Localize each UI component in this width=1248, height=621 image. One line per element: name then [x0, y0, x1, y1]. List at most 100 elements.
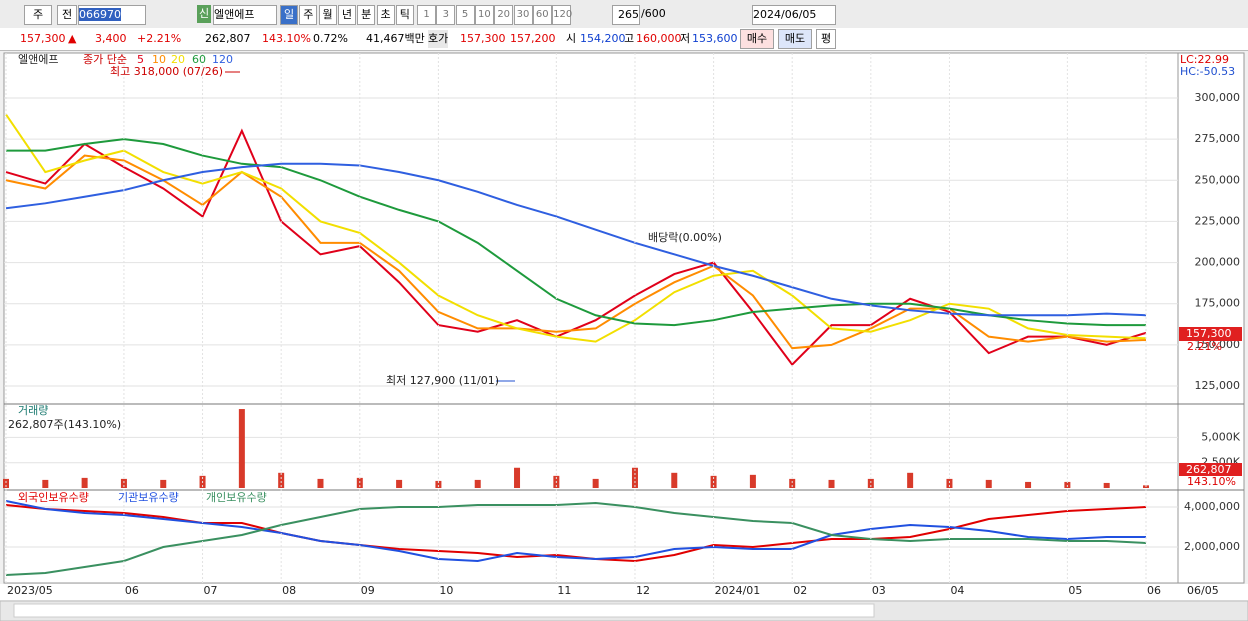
volume-bar: [278, 472, 285, 488]
high: 160,000: [636, 32, 682, 45]
bid: 157,200: [510, 32, 556, 45]
annotation: 143.10%: [1187, 475, 1236, 488]
y-tick-label: 225,000: [1195, 214, 1241, 227]
count[interactable]: 265: [612, 5, 640, 25]
minute-button[interactable]: 30: [513, 5, 533, 25]
buy-button[interactable]: 매수: [740, 29, 774, 49]
volume-pct: 143.10%: [262, 32, 311, 45]
volume-bar: [985, 479, 992, 488]
change-pct: +2.21%: [137, 32, 182, 45]
volume-bar: [120, 478, 127, 488]
x-tick-label: 07: [204, 584, 218, 597]
sell-button[interactable]: 매도: [778, 29, 812, 49]
series-line: [5, 113, 1147, 343]
volume-bar: [514, 467, 521, 488]
price: 157,300: [20, 32, 66, 45]
badge: 신: [197, 5, 211, 23]
interval-button[interactable]: 초: [376, 5, 395, 25]
open-label: 시: [566, 32, 577, 45]
volume-bar: [1103, 482, 1110, 488]
code-input[interactable]: 066970: [78, 5, 146, 25]
legend-entry: 5: [137, 53, 144, 66]
x-tick-label: 06: [125, 584, 139, 597]
annotation: 157,300: [1186, 327, 1232, 340]
x-tick-label: 05: [1068, 584, 1082, 597]
quote-bar: [0, 28, 1248, 51]
legend-entry: 외국인보유수량: [18, 491, 89, 504]
legend-entry: 60: [192, 53, 206, 66]
scroll-track[interactable]: [13, 603, 875, 618]
volume: 262,807: [205, 32, 251, 45]
interval-button[interactable]: 월: [318, 5, 337, 25]
period-select[interactable]: 주: [24, 5, 52, 25]
annotation: 최고 318,000 (07/26): [110, 65, 223, 78]
volume-bar: [1025, 481, 1032, 488]
minute-button[interactable]: 120: [552, 5, 572, 25]
volume-bar: [1064, 481, 1071, 488]
x-axis-area: [0, 584, 1248, 600]
y-tick-label: 2,000,000: [1184, 540, 1240, 553]
avg-button[interactable]: 평: [816, 29, 836, 49]
annotation: 2.21%: [1187, 340, 1222, 353]
minute-button[interactable]: 60: [532, 5, 552, 25]
minute-button[interactable]: 20: [494, 5, 514, 25]
date-input[interactable]: 2024/06/05: [752, 5, 836, 25]
volume-bar: [671, 472, 678, 488]
price-tag: [1179, 327, 1242, 341]
volume-bar: [749, 474, 756, 488]
interval-button[interactable]: 일: [280, 5, 298, 25]
x-tick-label: 02: [793, 584, 807, 597]
open: 154,200: [580, 32, 626, 45]
change: 3,400: [95, 32, 127, 45]
minute-button[interactable]: 10: [474, 5, 494, 25]
x-tick-label: 12: [636, 584, 650, 597]
series-line: [5, 500, 1146, 563]
turnover: 0.72%: [313, 32, 348, 45]
volume-bar: [396, 479, 403, 488]
x-tick-label: 2023/05: [7, 584, 53, 597]
amount: 41,467백만: [366, 32, 425, 45]
volume-bar: [435, 480, 442, 488]
count-max: /600: [641, 7, 666, 20]
x-tick-label: 08: [282, 584, 296, 597]
prev-button[interactable]: 전: [57, 5, 77, 25]
interval-button[interactable]: 년: [337, 5, 356, 25]
x-tick-label: 2024/01: [715, 584, 761, 597]
volume-bar: [867, 478, 874, 488]
y-tick-label: 275,000: [1195, 132, 1241, 145]
minute-button[interactable]: 1: [417, 5, 436, 25]
volume-bar: [3, 478, 9, 488]
panel-subtitle: 262,807주(143.10%): [8, 418, 121, 431]
annotation: LC:22.99: [1180, 53, 1229, 66]
legend-entry: 10: [152, 53, 166, 66]
annotation: 262,807: [1186, 463, 1232, 476]
volume-bar: [474, 479, 481, 488]
interval-button[interactable]: 주: [299, 5, 318, 25]
volume-bar: [828, 479, 835, 488]
code: 066970: [79, 8, 121, 21]
minute-button[interactable]: 3: [436, 5, 456, 25]
x-tick-label: 09: [361, 584, 375, 597]
legend-entry: 120: [212, 53, 233, 66]
interval-button[interactable]: 분: [357, 5, 376, 25]
volume-bar: [81, 477, 88, 488]
x-tick-label: 04: [950, 584, 964, 597]
arrow: ▲: [68, 32, 77, 45]
minute-button[interactable]: 5: [455, 5, 475, 25]
y-tick-label: 250,000: [1195, 173, 1241, 186]
legend-name: 엘앤에프: [18, 53, 58, 66]
volume-bar: [317, 478, 324, 488]
ask: 157,300: [460, 32, 506, 45]
series-line: [6, 138, 1146, 327]
ask-label: 호가: [428, 30, 449, 48]
volume-bar: [907, 472, 914, 488]
y-tick-label: 4,000,000: [1184, 500, 1240, 513]
volume-bar: [238, 409, 245, 488]
stock-name[interactable]: 엘앤에프: [213, 5, 277, 25]
interval-button[interactable]: 틱: [395, 5, 414, 25]
y-tick-label: 5,000K: [1201, 430, 1240, 443]
series-line: [5, 162, 1147, 317]
x-tick-label: 11: [557, 584, 571, 597]
chart: 125,000 150,000 175,000 200,000 225,000 250,0…: [0, 52, 1248, 621]
y-tick-label: 150,000: [1195, 338, 1241, 351]
